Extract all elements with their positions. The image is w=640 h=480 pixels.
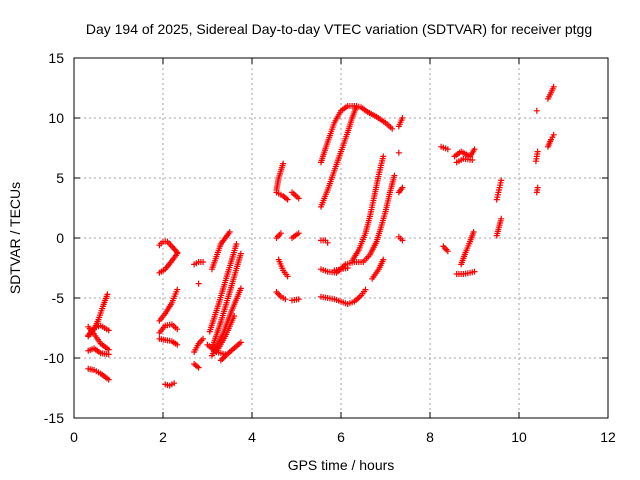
data-point [277,230,284,237]
chart-title: Day 194 of 2025, Sidereal Day-to-day VTE… [86,21,592,37]
data-point [217,357,224,364]
data-point [389,125,396,132]
x-tick-label: 0 [70,429,78,445]
data-point [105,327,112,334]
data-point [225,350,232,357]
data-point [550,83,557,90]
y-axis-label: SDTVAR / TECUs [7,182,23,294]
data-points [85,83,557,389]
data-point [222,351,229,358]
data-point [399,115,406,121]
data-point [444,248,451,255]
data-point [174,250,181,257]
data-point [471,268,478,275]
data-point [237,250,244,257]
data-point [104,291,111,298]
x-tick-label: 10 [511,429,527,445]
data-point [220,354,227,361]
data-point [226,229,233,235]
data-point [231,313,238,319]
data-point [237,339,244,346]
data-point [233,241,240,247]
data-point [282,296,289,303]
x-tick-label: 8 [426,429,434,445]
x-tick-label: 6 [337,429,345,445]
data-point [498,177,505,184]
data-point [380,256,387,263]
data-point [280,160,287,167]
data-point [550,131,557,138]
data-point [324,239,331,246]
data-point [174,286,181,293]
data-point [219,356,226,362]
data-point [533,107,540,114]
data-point [399,184,406,191]
data-point [471,146,478,153]
data-point [399,237,406,244]
y-tick-label: -5 [52,290,65,306]
data-point [362,286,369,293]
axis-ticks: 0 2 4 6 8 10 12 -15 -10 -5 0 5 10 15 [44,50,616,445]
y-tick-label: 15 [48,50,64,66]
data-point [344,265,351,271]
x-tick-label: 12 [600,429,616,445]
data-point [295,195,302,202]
data-point [174,326,181,333]
data-point [295,296,302,303]
data-point [195,280,202,287]
data-point [498,215,505,222]
data-point [284,196,291,203]
y-tick-label: 0 [56,230,64,246]
data-point [380,153,387,160]
data-point [174,341,181,348]
data-point [534,148,541,155]
data-point [200,259,207,265]
data-point [534,184,541,191]
data-point [200,335,207,342]
x-tick-label: 4 [248,429,256,445]
data-point [353,103,360,109]
y-tick-label: -15 [44,410,64,426]
data-point [469,157,476,163]
y-tick-label: 10 [48,110,64,126]
data-point [237,285,244,292]
data-point [391,172,398,179]
data-point [105,376,112,383]
data-point [195,364,202,371]
x-axis-label: GPS time / hours [288,457,395,473]
data-point [105,351,112,358]
y-tick-label: 5 [56,170,64,186]
x-tick-label: 2 [159,429,167,445]
data-point [171,380,178,387]
data-point [444,146,451,153]
data-point [395,149,402,156]
data-point [284,273,291,280]
data-point [295,230,302,237]
y-tick-label: -10 [44,350,64,366]
data-point [470,229,477,235]
grid-lines [74,58,608,418]
